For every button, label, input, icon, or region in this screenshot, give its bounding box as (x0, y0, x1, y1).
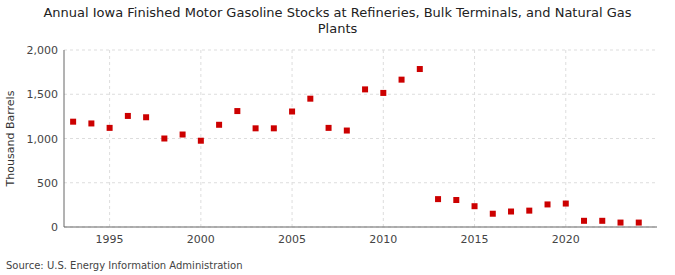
point (581, 218, 587, 224)
y-tick-label: 1,500 (27, 88, 59, 101)
point (216, 122, 222, 128)
source-note: Source: U.S. Energy Information Administ… (6, 260, 243, 271)
x-tick-label: 2015 (461, 233, 489, 246)
x-tick-label: 2005 (278, 233, 306, 246)
y-grid-line (64, 182, 657, 183)
point (618, 220, 624, 226)
point (399, 77, 405, 83)
y-tick-label: 2,000 (27, 44, 59, 57)
point (289, 109, 295, 115)
point (636, 220, 642, 226)
x-axis-line (64, 227, 657, 228)
y-grid-line (64, 94, 657, 95)
point (344, 128, 350, 134)
y-grid-line (64, 50, 657, 51)
y-tick-label: 1,000 (27, 133, 59, 146)
x-grid-line (292, 50, 293, 227)
point (435, 196, 441, 202)
point (143, 114, 149, 120)
point (253, 125, 259, 131)
y-grid-line (64, 138, 657, 139)
point (563, 201, 569, 207)
point (107, 125, 113, 131)
chart: Annual Iowa Finished Motor Gasoline Stoc… (0, 0, 675, 275)
y-tick-label: 500 (37, 177, 58, 190)
x-grid-line (565, 50, 566, 227)
point (453, 197, 459, 203)
axes: 0 500 1,000 1,500 2,000 1995 2000 2005 2010 2015 2… (27, 44, 658, 246)
point (70, 119, 76, 125)
point (180, 132, 186, 138)
points (70, 66, 642, 226)
point (88, 120, 94, 126)
point (380, 90, 386, 96)
point (234, 108, 240, 114)
point (161, 136, 167, 142)
x-grid-line (109, 50, 110, 227)
x-tick-label: 2010 (369, 233, 397, 246)
point (417, 66, 423, 72)
point (271, 125, 277, 131)
point (490, 211, 496, 217)
x-tick-label: 1995 (96, 233, 124, 246)
point (545, 201, 551, 207)
title: Annual Iowa Finished Motor Gasoline Stoc… (43, 5, 631, 36)
x-tick-label: 2000 (187, 233, 215, 246)
point (599, 218, 605, 224)
point (362, 86, 368, 92)
grid (64, 50, 657, 227)
point (125, 113, 131, 119)
x-tick-label: 2020 (552, 233, 580, 246)
point (307, 96, 313, 102)
y-grid-line (64, 227, 657, 228)
x-grid-line (474, 50, 475, 227)
point (526, 208, 532, 214)
point (508, 209, 514, 215)
y-axis-label: Thousand Barrels (4, 90, 17, 187)
y-tick-label: 0 (51, 221, 58, 234)
point (326, 125, 332, 131)
y-axis-line (64, 50, 65, 227)
x-grid-line (383, 50, 384, 227)
point (198, 138, 204, 144)
point (472, 203, 478, 209)
